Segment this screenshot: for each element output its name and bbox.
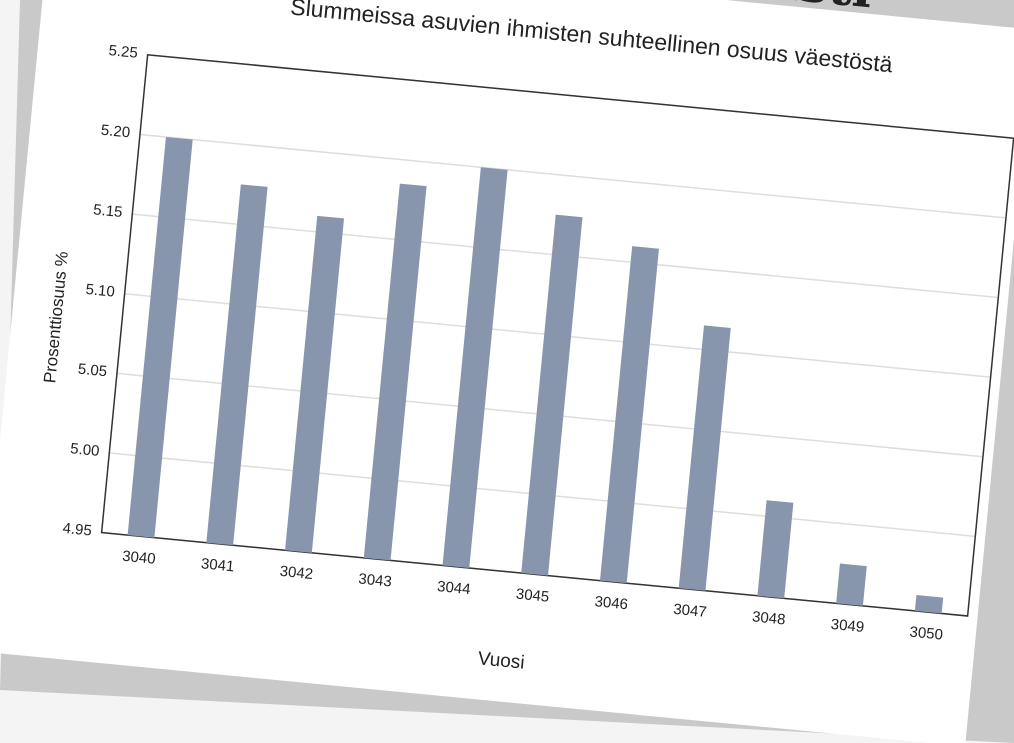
bar [914, 594, 944, 614]
x-tick-label: 3050 [909, 624, 944, 644]
y-tick-label: 5.20 [100, 122, 131, 142]
bar [127, 136, 193, 538]
y-tick-label: 5.00 [70, 440, 101, 460]
grid-line [139, 133, 1007, 219]
x-axis-label: Vuosi [477, 648, 526, 673]
y-tick-label: 5.10 [85, 281, 116, 301]
bar [442, 167, 508, 569]
x-tick-label: 3049 [830, 616, 865, 636]
y-tick-label: 5.15 [93, 201, 124, 221]
x-tick-label: 3040 [122, 548, 157, 568]
x-tick-label: 3042 [279, 563, 314, 583]
y-tick-label: 4.95 [62, 520, 93, 540]
bar [599, 246, 659, 584]
x-tick-label: 3048 [751, 608, 786, 628]
x-tick-label: 3046 [594, 593, 629, 613]
bar [206, 184, 268, 546]
x-tick-label: 3045 [515, 586, 550, 606]
bar [285, 215, 345, 553]
x-tick-label: 3044 [436, 578, 471, 598]
bar [757, 500, 794, 599]
x-tick-label: 3041 [200, 555, 235, 575]
bar [836, 563, 867, 606]
bar [521, 214, 583, 576]
x-tick-label: 3043 [358, 570, 393, 590]
x-tick-label: 3047 [673, 601, 708, 621]
y-tick-label: 5.25 [108, 42, 139, 62]
bar [678, 325, 731, 591]
y-tick-label: 5.05 [77, 361, 108, 381]
bar [363, 183, 427, 561]
